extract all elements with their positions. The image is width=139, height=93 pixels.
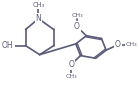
Text: CH₃: CH₃ [32,2,45,8]
Text: O: O [68,60,74,69]
Text: O: O [115,40,121,49]
Text: O: O [74,22,80,31]
Text: CH₃: CH₃ [126,42,138,47]
Text: N: N [36,14,41,23]
Text: OH: OH [1,41,13,50]
Text: CH₃: CH₃ [65,74,77,79]
Text: CH₃: CH₃ [71,13,83,18]
